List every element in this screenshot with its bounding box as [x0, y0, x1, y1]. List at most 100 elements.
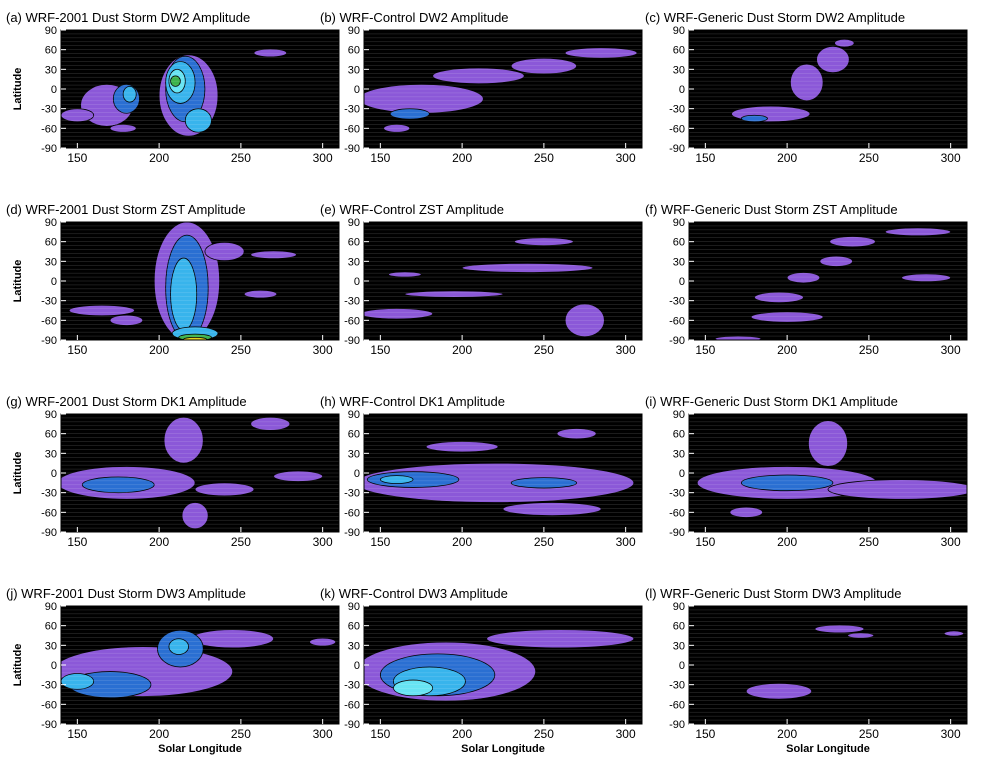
y-axis-label: Latitude: [12, 68, 24, 111]
contour-region-level-5: [170, 75, 181, 87]
y-tick-label: -30: [344, 680, 360, 692]
x-tick-label: 300: [313, 343, 333, 357]
contour-layer: [364, 30, 642, 148]
contour-region-level-1: [564, 303, 605, 338]
x-tick-label: 200: [452, 343, 472, 357]
contour-region-level-1: [250, 416, 291, 431]
x-tick-label: 250: [859, 727, 879, 741]
y-tick-label: -90: [669, 719, 685, 731]
y-tick-label: 0: [679, 276, 685, 288]
y-tick-label: -30: [344, 296, 360, 308]
contour-region-level-1: [564, 47, 638, 59]
contour-region-level-1: [827, 479, 967, 500]
contour-region-level-1: [745, 682, 813, 700]
x-tick-label: 150: [370, 343, 390, 357]
y-axis-label: Latitude: [12, 452, 24, 495]
contour-region-level-2: [740, 474, 834, 492]
x-tick-label: 150: [695, 727, 715, 741]
contour-region-level-3: [170, 257, 198, 331]
x-tick-label: 200: [452, 727, 472, 741]
contour-region-level-2: [389, 108, 430, 120]
contour-region-level-1: [789, 63, 824, 102]
x-tick-label: 200: [452, 535, 472, 549]
y-tick-label: 60: [673, 621, 685, 633]
y-tick-label: 30: [348, 256, 360, 268]
y-tick-label: 90: [45, 25, 57, 37]
x-tick-label: 250: [534, 343, 554, 357]
y-tick-label: 0: [354, 84, 360, 96]
x-tick-label: 150: [370, 151, 390, 165]
contour-layer: [61, 222, 339, 340]
contour-layer: [61, 414, 339, 532]
x-tick-label: 150: [695, 535, 715, 549]
contour-layer: [364, 414, 642, 532]
x-tick-label: 250: [534, 727, 554, 741]
contour-region-level-1: [273, 470, 324, 482]
y-tick-label: -30: [669, 488, 685, 500]
y-tick-label: 60: [348, 621, 360, 633]
y-tick-label: 60: [348, 237, 360, 249]
panel-1: (b) WRF-Control DW2 Amplitude9060300-30-…: [320, 10, 643, 165]
y-tick-label: -60: [41, 699, 57, 711]
y-tick-label: 90: [45, 601, 57, 613]
y-axis-label: Latitude: [12, 644, 24, 687]
contour-region-level-1: [819, 255, 853, 267]
y-tick-label: 0: [51, 84, 57, 96]
contour-region-level-1: [383, 123, 411, 133]
panel-title: (d) WRF-2001 Dust Storm ZST Amplitude: [6, 202, 246, 217]
x-tick-label: 300: [616, 343, 636, 357]
y-tick-label: 90: [45, 217, 57, 229]
contour-region-level-1: [250, 250, 297, 260]
panel-7: (h) WRF-Control DK1 Amplitude9060300-30-…: [320, 394, 643, 549]
x-tick-label: 200: [777, 151, 797, 165]
contour-region-level-3: [184, 108, 212, 133]
contour-layer: [61, 30, 339, 148]
panel-title: (h) WRF-Control DK1 Amplitude: [320, 394, 505, 409]
y-tick-label: 90: [673, 217, 685, 229]
contour-region-level-1: [253, 48, 288, 58]
contour-region-level-1: [814, 624, 865, 634]
panel-11: (l) WRF-Generic Dust Storm DW3 Amplitude…: [645, 586, 968, 755]
x-tick-label: 250: [231, 343, 251, 357]
contour-region-level-3: [168, 638, 189, 655]
x-tick-label: 150: [695, 343, 715, 357]
y-tick-label: -90: [344, 719, 360, 731]
y-tick-label: -90: [41, 527, 57, 539]
x-tick-label: 200: [777, 535, 797, 549]
y-tick-label: -30: [41, 104, 57, 116]
panel-title: (k) WRF-Control DW3 Amplitude: [320, 586, 508, 601]
y-tick-label: 60: [45, 429, 57, 441]
y-tick-label: 30: [348, 64, 360, 76]
y-tick-label: 90: [673, 25, 685, 37]
y-tick-label: 0: [51, 468, 57, 480]
y-tick-label: 30: [45, 448, 57, 460]
y-tick-label: -30: [344, 104, 360, 116]
x-tick-label: 300: [313, 151, 333, 165]
contour-region-level-1: [884, 227, 952, 237]
panel-title: (b) WRF-Control DW2 Amplitude: [320, 10, 509, 25]
panel-2: (c) WRF-Generic Dust Storm DW2 Amplitude…: [645, 10, 968, 165]
contour-region-level-1: [425, 441, 499, 453]
y-tick-label: 30: [673, 64, 685, 76]
contour-region-level-1: [364, 84, 484, 114]
y-tick-label: -30: [41, 488, 57, 500]
y-tick-label: 60: [673, 45, 685, 57]
contour-region-level-1: [510, 57, 577, 75]
x-tick-label: 200: [777, 727, 797, 741]
contour-region-level-1: [194, 482, 255, 497]
contour-layer: [61, 606, 339, 724]
y-tick-label: 30: [45, 256, 57, 268]
y-tick-label: 90: [45, 409, 57, 421]
x-tick-label: 300: [616, 535, 636, 549]
contour-region-level-1: [364, 308, 434, 320]
contour-region-level-1: [61, 108, 95, 123]
x-tick-label: 250: [231, 151, 251, 165]
contour-region-level-1: [714, 335, 762, 340]
y-axis-label: Latitude: [12, 260, 24, 303]
y-tick-label: -60: [344, 315, 360, 327]
x-tick-label: 200: [149, 151, 169, 165]
contour-region-level-1: [829, 236, 876, 248]
panel-title: (a) WRF-2001 Dust Storm DW2 Amplitude: [6, 10, 250, 25]
contour-region-level-6: [183, 336, 207, 340]
